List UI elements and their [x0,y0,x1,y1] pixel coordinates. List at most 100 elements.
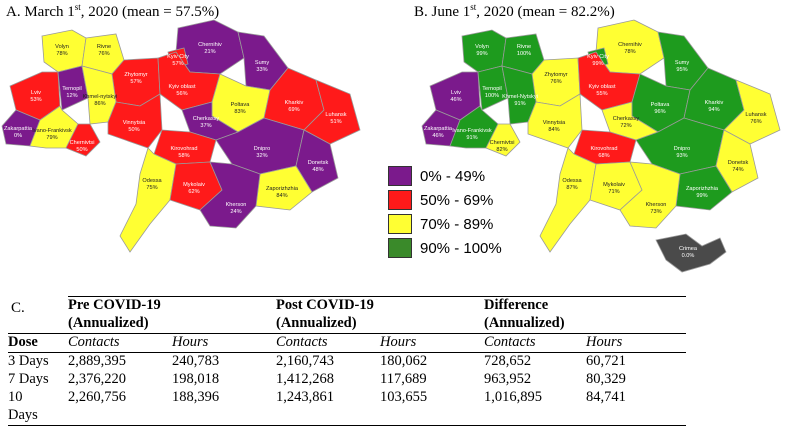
region-value-ivano-frankivsk: 91% [466,135,477,141]
group-header-diff: Difference [484,296,686,315]
region-value-dnipro: 32% [256,153,267,159]
region-odessa [539,147,597,253]
region-label-chernivtsi: Chernivtsi [70,140,95,146]
legend-swatch [388,166,412,186]
region-value-rivne: 100% [517,51,531,57]
region-label-kirovohrad: Kirovohrad [590,146,617,152]
col-hours: Hours [172,333,276,353]
region-label-kyiv-oblast: Kyiv oblast [588,84,615,90]
col-hours: Hours [586,333,686,353]
legend-label: 70% - 89% [420,215,494,233]
region-label-lviv: Lviv [451,90,461,96]
col-contacts: Contacts [68,333,172,353]
region-label-zakarpattia: Zakarpattia [4,126,33,132]
map-legend: 0% - 49% 50% - 69% 70% - 89% 90% - 100% [388,164,502,260]
region-value-luhansk: 76% [750,119,761,125]
col-contacts: Contacts [276,333,380,353]
region-value-kyiv-oblast: 55% [596,91,607,97]
region-label-volyn: Volyn [475,44,489,50]
diff-hours-cell: 84,741 [586,389,626,405]
region-value-ivano-frankivsk: 79% [46,135,57,141]
region-value-kharkiv: 94% [708,107,719,113]
region-label-ivano-frankivsk: Ivano-Frankivsk [452,128,492,134]
region-value-volyn: 99% [476,51,487,57]
region-value-kyiv-city: 99% [592,61,603,67]
post-hours-cell: 117,689 [380,371,427,387]
table-row: 7 Days 2,376,220 198,018 1,412,268 117,6… [8,371,686,389]
region-chernivtsi [485,123,521,157]
region-value-mykolaiv: 62% [188,189,199,195]
region-label-khmelnytskyi: Khmel-Nytskyi [502,94,538,100]
post-contacts-cell: 1,243,861 [276,389,334,405]
region-value-vinnytsia: 50% [128,127,139,133]
region-value-cherkassy: 37% [200,123,211,129]
region-label-ternopil: Ternopil [62,86,82,92]
region-value-chernihiv: 21% [204,49,215,55]
region-value-odessa: 75% [146,185,157,191]
group-sub-diff: (Annualized) [484,315,565,331]
region-label-kirovohrad: Kirovohrad [170,146,197,152]
region-label-kharkiv: Kharkiv [285,100,304,106]
region-value-chernivtsi: 82% [496,147,507,153]
region-label-vinnytsia: Vinnytsia [543,120,566,126]
col-hours: Hours [380,333,484,353]
legend-swatch [388,238,412,258]
legend-item: 0% - 49% [388,164,502,188]
region-value-poltava: 83% [234,109,245,115]
legend-swatch [388,214,412,234]
legend-label: 90% - 100% [420,239,502,257]
region-label-zhytomyr: Zhytomyr [544,72,567,78]
region-label-kharkiv: Kharkiv [705,100,724,106]
region-value-vinnytsia: 84% [548,127,559,133]
diff-contacts-cell: 728,652 [484,352,586,371]
diff-hours-cell: 60,721 [586,352,686,371]
diff-contacts-cell: 1,016,895 [484,389,542,405]
region-value-volyn: 78% [56,51,67,57]
region-value-poltava: 96% [654,109,665,115]
map-b-ukraine: Volyn99%Rivne100%Chernihiv78%Sumy95%Lviv… [421,19,781,273]
region-value-zhytomyr: 57% [130,79,141,85]
post-contacts-cell: 1,412,268 [276,371,334,387]
region-label-rivne: Rivne [97,44,111,50]
region-value-kherson: 24% [230,209,241,215]
region-value-sumy: 95% [676,67,687,73]
diff-hours-cell: 80,329 [586,371,626,387]
region-value-kirovohrad: 58% [178,153,189,159]
post-hours-cell: 180,062 [380,352,484,371]
legend-item: 70% - 89% [388,212,502,236]
region-label-ternopil: Ternopil [482,86,502,92]
region-label-ivano-frankivsk: Ivano-Frankivsk [32,128,72,134]
region-value-donetsk: 74% [732,167,743,173]
diff-contacts-cell: 963,952 [484,371,532,387]
region-label-cherkassy: Cherkassy [613,116,640,122]
dose-cell-cont: Days [8,407,68,426]
region-value-khmelnytskyi: 91% [514,101,525,107]
section-c-label: C. [11,300,25,316]
region-label-dnipro: Dnipro [254,146,270,152]
region-label-kyiv-city: Kyiv City [167,54,189,60]
legend-label: 50% - 69% [420,191,494,209]
region-label-zaporizhzhia: Zaporizhzhia [266,186,299,192]
region-label-zaporizhzhia: Zaporizhzhia [686,186,719,192]
table-column-row: Dose Contacts Hours Contacts Hours Conta… [8,333,686,353]
table-header-row: Pre COVID-19 Post COVID-19 Difference [8,296,686,315]
region-label-lviv: Lviv [31,90,41,96]
region-label-poltava: Poltava [651,102,671,108]
post-contacts-cell: 2,160,743 [276,352,380,371]
region-label-donetsk: Donetsk [308,160,329,166]
region-value-chernihiv: 78% [624,49,635,55]
region-value-kirovohrad: 68% [598,153,609,159]
region-label-dnipro: Dnipro [674,146,690,152]
region-label-chernihiv: Chernihiv [198,42,222,48]
region-value-cherkassy: 72% [620,123,631,129]
region-donetsk [295,129,339,193]
region-value-dnipro: 93% [676,153,687,159]
table-row: 10 2,260,756 188,396 1,243,861 103,655 1… [8,389,686,407]
region-value-donetsk: 48% [312,167,323,173]
region-value-zaporizhzhia: 99% [696,193,707,199]
region-value-ternopil: 100% [485,93,499,99]
legend-item: 90% - 100% [388,236,502,260]
region-value-kherson: 73% [650,209,661,215]
dose-header: Dose [8,333,68,353]
region-label-chernivtsi: Chernivtsi [490,140,515,146]
